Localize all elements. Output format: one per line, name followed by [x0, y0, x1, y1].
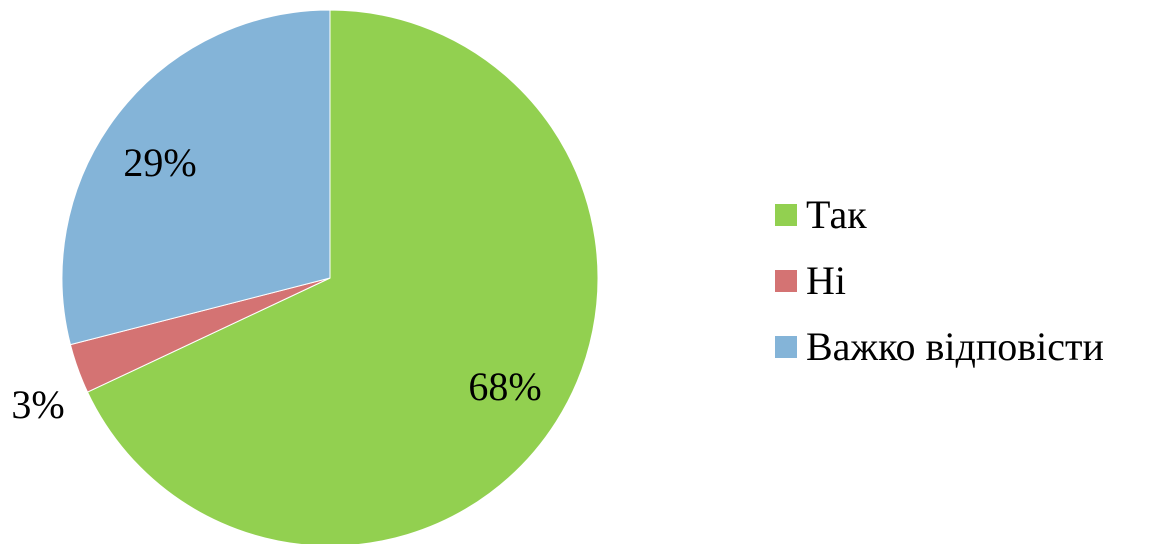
legend-label-2: Ні — [806, 258, 846, 303]
legend-label-3: Важко відповісти — [806, 324, 1104, 369]
legend-swatch-3 — [775, 336, 797, 358]
pie-slices — [61, 9, 599, 544]
pie-slice-3 — [61, 9, 331, 346]
legend-swatch-2 — [775, 270, 797, 292]
pie-slice-1 — [86, 9, 599, 544]
data-label-3: 29% — [123, 140, 196, 185]
data-label-1: 68% — [468, 364, 541, 409]
legend-label-1: Так — [806, 192, 867, 237]
data-label-2: 3% — [11, 382, 64, 427]
legend: Так Ні Важко відповісти — [775, 192, 1104, 369]
legend-swatch-1 — [775, 204, 797, 226]
pie-data-labels: 68% 3% 29% — [11, 140, 541, 427]
